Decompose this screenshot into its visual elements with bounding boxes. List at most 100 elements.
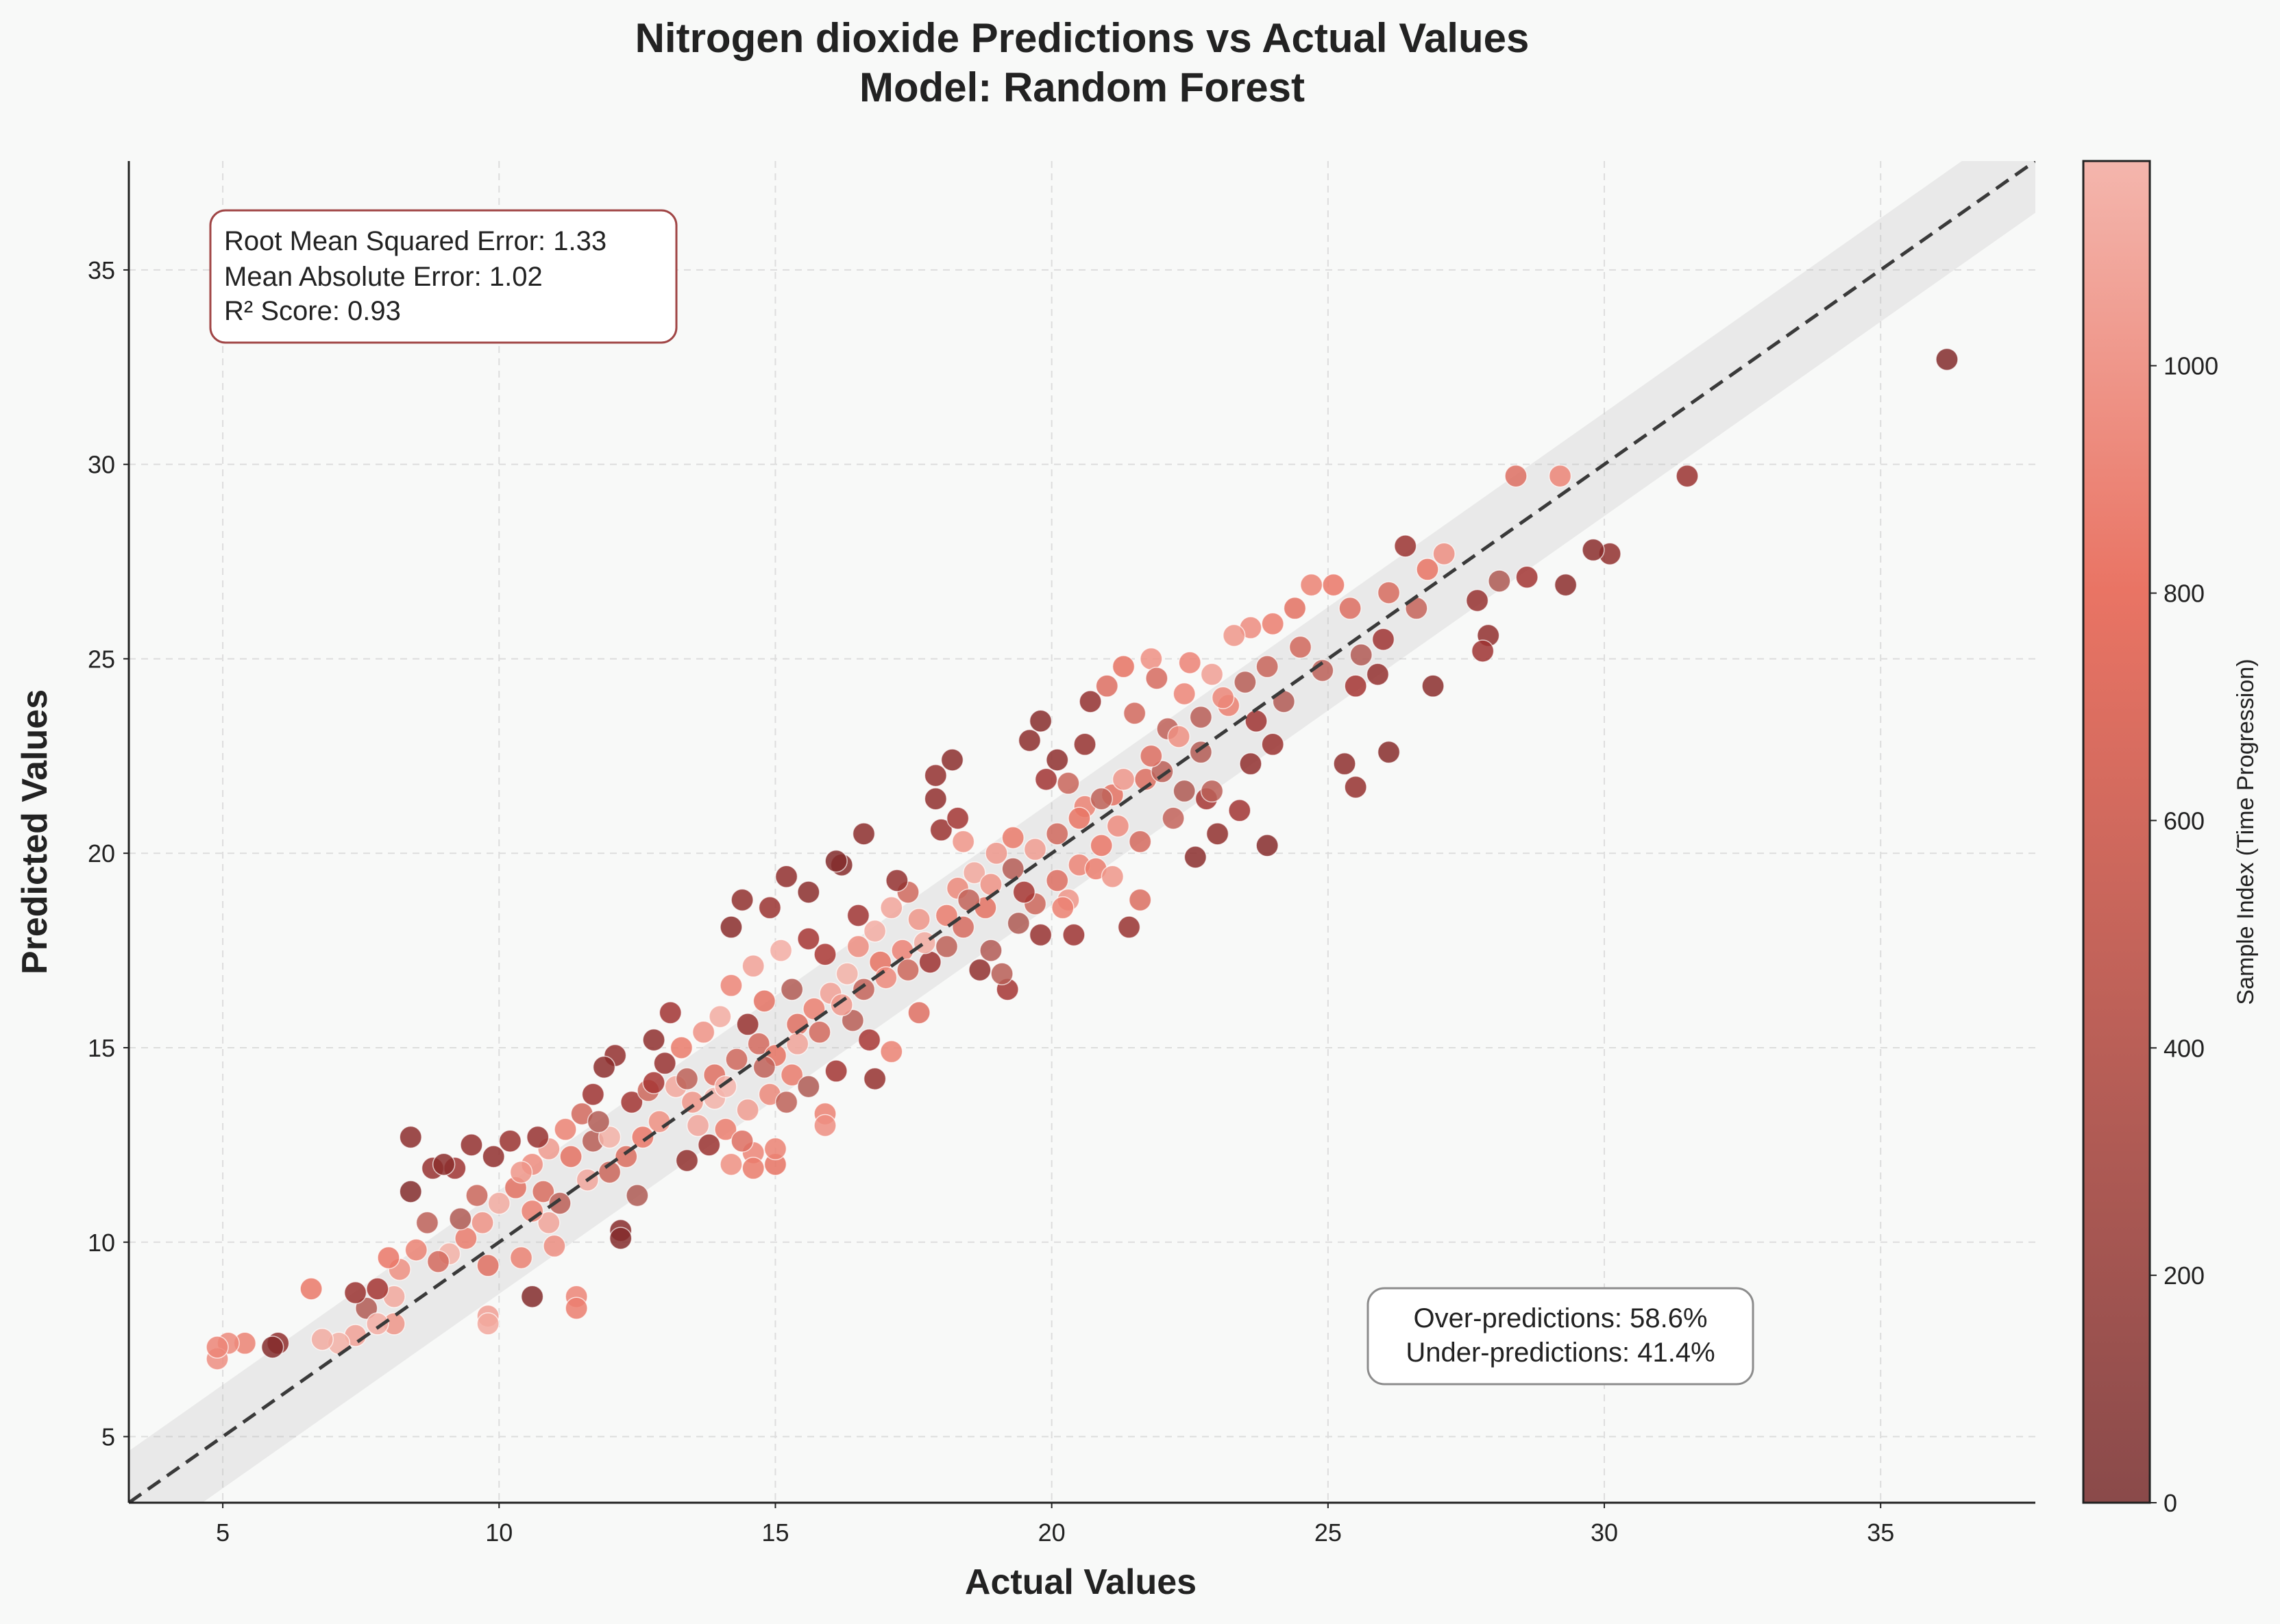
data-point — [774, 1090, 798, 1114]
reference-line — [129, 161, 2035, 1503]
y-tick-label: 10 — [88, 1229, 115, 1257]
data-point — [1366, 663, 1390, 686]
data-point — [343, 1281, 367, 1305]
data-point — [1079, 690, 1102, 713]
data-point — [913, 931, 936, 955]
data-point — [1344, 674, 1367, 698]
data-point — [653, 1051, 676, 1075]
data-point — [780, 978, 804, 1001]
data-point — [609, 1227, 633, 1250]
data-point — [769, 939, 793, 962]
data-point — [1371, 628, 1395, 651]
data-point — [675, 1067, 699, 1091]
data-point — [614, 1145, 638, 1168]
data-point — [885, 869, 909, 892]
data-point — [1057, 772, 1080, 795]
data-point — [681, 1090, 704, 1114]
data-point — [940, 748, 964, 772]
data-point — [896, 958, 920, 982]
data-point — [979, 939, 1003, 962]
data-point — [1234, 670, 1257, 694]
x-tick-label: 10 — [485, 1518, 513, 1547]
data-point — [1200, 663, 1224, 686]
metric-mae: Mean Absolute Error: 1.02 — [224, 262, 543, 292]
data-point — [1189, 705, 1213, 729]
data-point — [432, 1153, 456, 1176]
data-point — [1018, 728, 1042, 752]
colorbar-tick-label: 0 — [2163, 1489, 2177, 1517]
data-point — [824, 1059, 848, 1083]
data-point — [946, 807, 970, 830]
data-point — [736, 1098, 759, 1122]
data-point — [532, 1180, 555, 1203]
data-point — [714, 1118, 737, 1141]
data-point — [260, 1336, 284, 1359]
data-point — [1062, 923, 1086, 947]
data-point — [310, 1327, 334, 1351]
data-point — [990, 962, 1014, 985]
data-point — [830, 993, 853, 1017]
data-point — [951, 830, 975, 853]
data-point — [763, 1137, 787, 1161]
data-point — [1173, 682, 1196, 706]
data-point — [537, 1211, 561, 1235]
colorbar-tick-label: 600 — [2163, 807, 2205, 835]
data-point — [697, 1133, 721, 1157]
data-point — [846, 904, 870, 927]
data-point — [465, 1183, 489, 1207]
data-point — [1001, 826, 1025, 850]
data-point — [1012, 881, 1036, 904]
data-point — [1112, 767, 1136, 791]
colorbar-tick-label: 200 — [2163, 1262, 2205, 1290]
data-point — [1432, 542, 1456, 565]
data-point — [476, 1254, 500, 1277]
data-point — [1377, 740, 1401, 764]
colorbar-tick-label: 1000 — [2163, 352, 2218, 380]
chart-title-line2: Model: Random Forest — [859, 64, 1305, 110]
data-point — [835, 962, 859, 985]
data-point — [1504, 464, 1528, 488]
data-point — [1095, 674, 1119, 698]
data-point — [935, 904, 959, 927]
data-point — [907, 1001, 931, 1024]
data-point — [797, 927, 820, 950]
data-point — [642, 1028, 665, 1052]
data-point — [741, 1157, 765, 1180]
data-point — [631, 1125, 654, 1149]
identity-line — [129, 161, 2035, 1503]
data-point — [747, 1032, 771, 1056]
data-point — [449, 1207, 472, 1231]
data-point — [720, 915, 743, 939]
data-point — [736, 1013, 759, 1036]
data-point — [1283, 596, 1307, 620]
y-tick-label: 25 — [88, 645, 115, 673]
data-point — [863, 919, 887, 943]
data-point — [1051, 896, 1075, 920]
data-point — [1245, 709, 1268, 733]
x-tick-label: 25 — [1314, 1518, 1342, 1547]
data-point — [1344, 775, 1367, 799]
data-point — [1322, 573, 1345, 597]
data-point — [1554, 573, 1578, 597]
data-point — [1338, 596, 1362, 620]
data-point — [526, 1125, 550, 1149]
data-point — [1261, 612, 1284, 636]
colorbar-tick-label: 800 — [2163, 580, 2205, 608]
x-axis-label: Actual Values — [965, 1562, 1197, 1602]
data-point — [548, 1192, 572, 1215]
data-point — [1299, 573, 1323, 597]
data-point — [675, 1148, 699, 1172]
y-tick-labels: 5 10 15 20 25 30 35 — [88, 256, 129, 1451]
data-point — [659, 1001, 682, 1024]
x-tick-label: 20 — [1038, 1518, 1066, 1547]
data-point — [1123, 702, 1147, 725]
data-point — [509, 1160, 533, 1184]
data-point — [918, 950, 942, 974]
y-tick-label: 20 — [88, 839, 115, 868]
data-point — [686, 1114, 710, 1137]
data-point — [852, 822, 876, 846]
data-point — [1261, 733, 1284, 756]
y-axis-label: Predicted Values — [15, 689, 55, 974]
data-point — [731, 1129, 754, 1153]
